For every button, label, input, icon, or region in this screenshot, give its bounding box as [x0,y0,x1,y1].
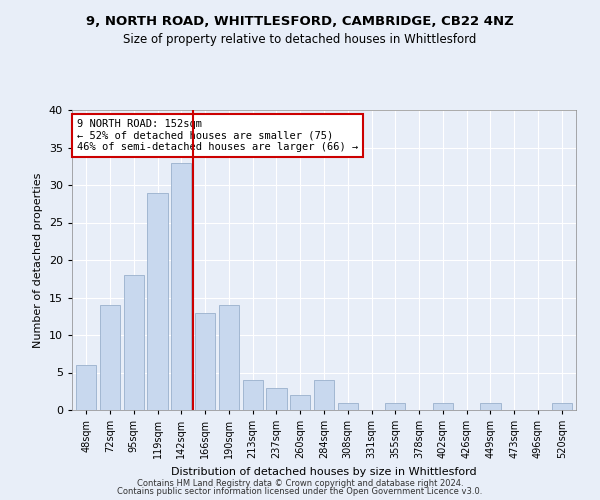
Bar [76,365,97,410]
Bar [290,395,310,410]
Bar [100,305,120,410]
Bar [124,275,144,410]
Bar [433,402,453,410]
Bar [242,380,263,410]
Text: 9 NORTH ROAD: 152sqm
← 52% of detached houses are smaller (75)
46% of semi-detac: 9 NORTH ROAD: 152sqm ← 52% of detached h… [77,119,358,152]
Bar [481,402,500,410]
Bar [551,402,572,410]
Bar [195,312,215,410]
Y-axis label: Number of detached properties: Number of detached properties [33,172,43,348]
X-axis label: Distribution of detached houses by size in Whittlesford: Distribution of detached houses by size … [171,466,477,476]
Bar [219,305,239,410]
Text: Size of property relative to detached houses in Whittlesford: Size of property relative to detached ho… [124,32,476,46]
Bar [385,402,406,410]
Text: Contains public sector information licensed under the Open Government Licence v3: Contains public sector information licen… [118,487,482,496]
Bar [171,162,191,410]
Text: Contains HM Land Registry data © Crown copyright and database right 2024.: Contains HM Land Registry data © Crown c… [137,478,463,488]
Bar [148,192,167,410]
Bar [314,380,334,410]
Bar [338,402,358,410]
Bar [266,388,287,410]
Text: 9, NORTH ROAD, WHITTLESFORD, CAMBRIDGE, CB22 4NZ: 9, NORTH ROAD, WHITTLESFORD, CAMBRIDGE, … [86,15,514,28]
